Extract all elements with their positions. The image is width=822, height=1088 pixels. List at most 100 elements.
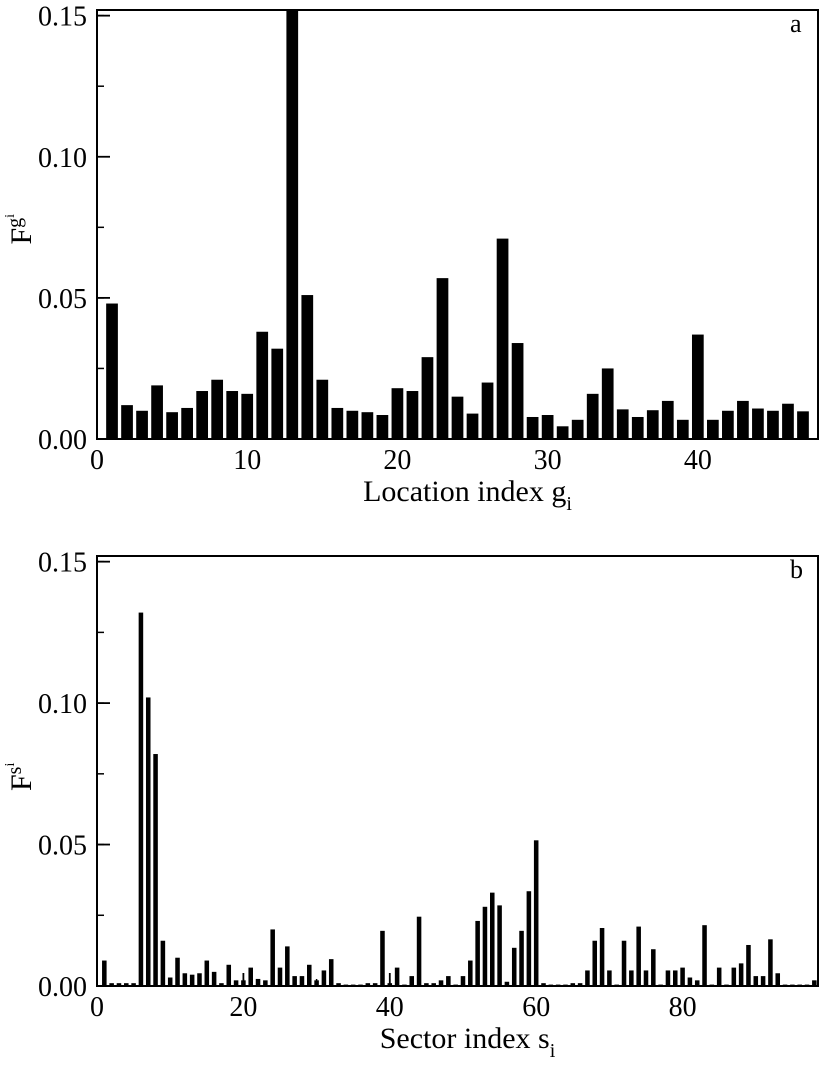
panel-b-y-axis-label-main: F bbox=[5, 774, 38, 791]
b-bar bbox=[504, 981, 510, 986]
b-x-tick-label: 80 bbox=[669, 992, 697, 1023]
a-bar bbox=[526, 416, 539, 439]
b-bar bbox=[702, 925, 707, 986]
b-bar bbox=[226, 964, 232, 986]
b-bar bbox=[270, 929, 275, 986]
panel-b-bars bbox=[102, 612, 817, 987]
panel-b-x-ticks: 0 20 40 60 80 bbox=[90, 973, 757, 1023]
a-bar bbox=[106, 303, 118, 439]
b-bar bbox=[475, 920, 480, 986]
a-bar bbox=[316, 379, 329, 439]
a-bar bbox=[406, 391, 419, 439]
b-bar bbox=[394, 967, 400, 986]
a-bar bbox=[421, 357, 434, 439]
a-bar bbox=[436, 278, 449, 440]
a-bar bbox=[271, 348, 284, 439]
b-bar bbox=[577, 983, 583, 986]
b-bar bbox=[482, 906, 488, 986]
b-bar bbox=[328, 959, 334, 987]
b-bar bbox=[116, 983, 122, 986]
a-bar bbox=[376, 415, 389, 439]
b-bar bbox=[211, 971, 217, 986]
a-x-tick-label: 30 bbox=[534, 445, 562, 476]
a-bar bbox=[121, 405, 133, 439]
a-bar bbox=[722, 410, 734, 439]
panel-a: 0.00 0.05 0.10 0.15 0 10 20 30 40 a Location in… bbox=[3, 2, 819, 515]
b-bar bbox=[731, 967, 737, 986]
panel-b-y-axis-label-sub: s bbox=[4, 766, 26, 774]
a-bar bbox=[136, 410, 148, 439]
panel-b-frame bbox=[96, 555, 819, 987]
b-bar bbox=[694, 980, 700, 986]
a-bar bbox=[691, 334, 704, 439]
a-bar bbox=[676, 419, 689, 439]
b-bar bbox=[738, 963, 744, 986]
panel-a-y-ticks: 0.00 0.05 0.10 0.15 bbox=[38, 2, 110, 456]
b-bar bbox=[160, 940, 166, 986]
a-bar bbox=[646, 410, 659, 439]
a-bar bbox=[301, 295, 314, 439]
b-bar bbox=[541, 983, 546, 986]
a-bar bbox=[556, 426, 569, 439]
a-bar bbox=[166, 412, 178, 439]
b-bar bbox=[372, 983, 378, 986]
panel-a-y-axis-label-subsub: i bbox=[3, 214, 18, 218]
b-bar bbox=[124, 983, 129, 986]
a-bar bbox=[256, 331, 269, 439]
a-bar bbox=[571, 419, 584, 439]
b-bar bbox=[424, 983, 429, 986]
panel-b-x-axis-label-main: Sector index s bbox=[380, 1022, 550, 1055]
a-bar bbox=[391, 388, 404, 439]
a-bar bbox=[151, 385, 163, 440]
b-bar bbox=[380, 930, 385, 986]
b-bar bbox=[526, 891, 532, 986]
b-bar bbox=[248, 967, 253, 986]
b-bar bbox=[651, 949, 656, 986]
b-bar bbox=[775, 973, 781, 986]
b-bar bbox=[592, 940, 598, 986]
b-bar bbox=[760, 976, 766, 986]
panel-a-bars bbox=[106, 10, 809, 440]
b-bar bbox=[277, 967, 283, 986]
panel-b: 0.00 0.05 0.10 0.15 0 20 40 60 80 b Sector inde… bbox=[3, 548, 819, 1062]
a-bar bbox=[451, 396, 464, 439]
a-bar bbox=[211, 379, 224, 439]
b-bar bbox=[438, 980, 444, 986]
b-bar bbox=[672, 970, 678, 986]
panel-b-y-ticks: 0.00 0.05 0.10 0.15 bbox=[38, 548, 110, 1003]
b-bar bbox=[299, 976, 305, 986]
b-bar bbox=[629, 970, 634, 986]
b-bar bbox=[746, 944, 751, 986]
b-bar bbox=[570, 983, 576, 986]
b-bar bbox=[468, 960, 473, 986]
b-bar bbox=[109, 983, 114, 986]
panel-a-y-axis-label: Fgi bbox=[3, 214, 38, 245]
b-x-tick-label: 20 bbox=[229, 992, 257, 1023]
b-y-tick-label: 0.00 bbox=[38, 972, 87, 1003]
a-bar bbox=[511, 343, 524, 439]
a-bar bbox=[466, 413, 479, 439]
panel-a-y-axis-label-main: F bbox=[5, 228, 38, 245]
a-bar bbox=[797, 411, 809, 439]
b-bar bbox=[255, 978, 261, 986]
a-bar bbox=[782, 403, 794, 439]
a-bar bbox=[737, 400, 749, 439]
b-bar bbox=[812, 980, 817, 986]
b-bar bbox=[292, 976, 297, 986]
b-bar bbox=[153, 754, 158, 986]
a-bar bbox=[631, 416, 644, 439]
b-bar bbox=[321, 970, 327, 986]
b-x-tick-label: 0 bbox=[90, 992, 104, 1023]
a-bar bbox=[601, 368, 614, 439]
b-bar bbox=[307, 964, 312, 986]
a-bar bbox=[661, 400, 674, 439]
b-bar bbox=[175, 957, 180, 986]
b-bar bbox=[233, 980, 239, 986]
b-bar bbox=[607, 970, 612, 986]
b-bar bbox=[643, 970, 649, 986]
b-bar bbox=[511, 947, 517, 986]
b-bar bbox=[446, 976, 451, 986]
panel-a-label: a bbox=[790, 9, 802, 38]
b-bar bbox=[768, 939, 773, 986]
